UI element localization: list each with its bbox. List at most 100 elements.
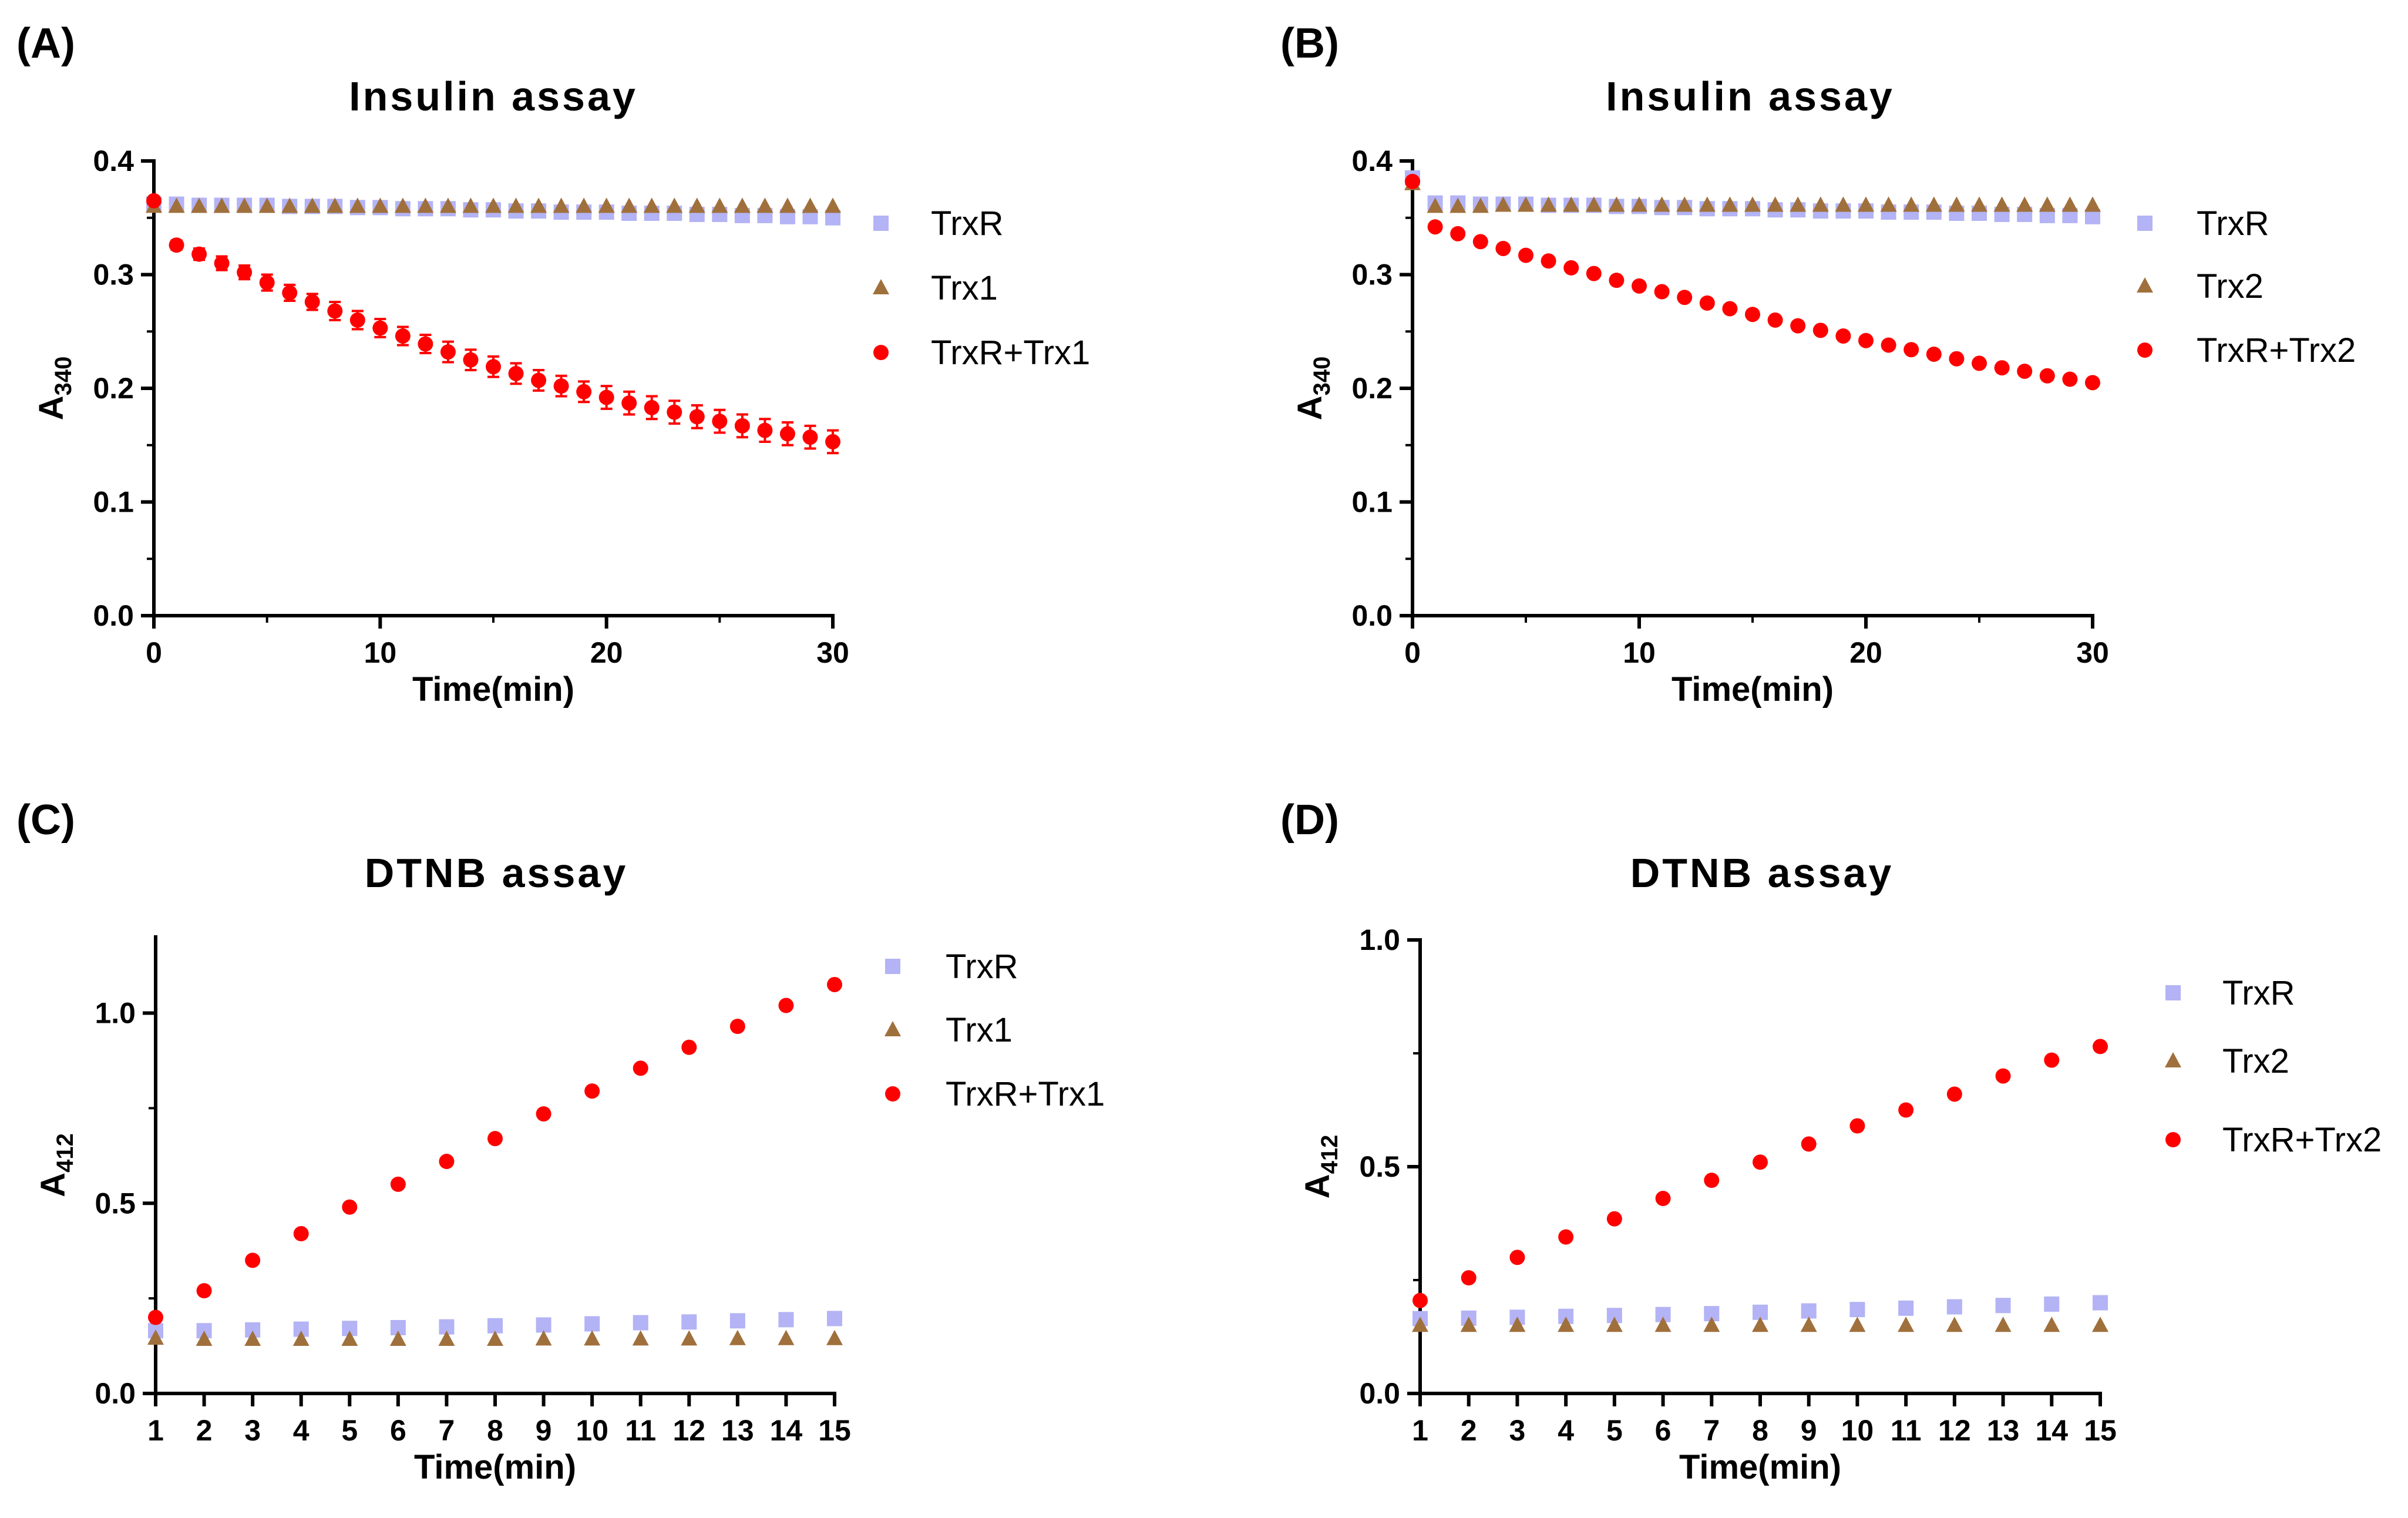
data-point <box>463 352 479 368</box>
data-point <box>598 389 614 405</box>
x-tick-label: 14 <box>2035 1414 2068 1447</box>
data-point <box>1745 307 1760 323</box>
panel-label: (D) <box>1280 797 1339 844</box>
y-tick-label: 0.4 <box>1351 145 1393 177</box>
data-point <box>535 1330 552 1346</box>
legend-marker <box>2165 985 2181 1000</box>
data-point <box>507 197 524 213</box>
data-point <box>1948 196 1965 212</box>
x-tick-label: 8 <box>1752 1414 1768 1447</box>
panel-b: (B) Insulin assay 0.0 0.1 0.2 0.3 0.4 0 10 20 30 Ti… <box>1280 20 2356 708</box>
data-point <box>778 998 794 1013</box>
x-tick-label: 15 <box>2084 1414 2117 1447</box>
data-point <box>1585 196 1602 212</box>
data-point <box>2092 1317 2108 1332</box>
data-point <box>827 976 842 992</box>
x-tick-label: 30 <box>2076 636 2109 669</box>
data-point <box>389 1331 406 1346</box>
data-point <box>1606 1317 1623 1332</box>
data-point <box>341 1331 358 1346</box>
data-point <box>1586 266 1602 281</box>
data-point <box>536 1317 551 1333</box>
data-point <box>1835 196 1852 212</box>
data-point <box>2043 1317 2060 1332</box>
data-point <box>147 1329 164 1345</box>
data-point <box>1653 196 1670 212</box>
data-point <box>1703 1317 1720 1332</box>
data-point <box>1800 1317 1817 1332</box>
data-point <box>1971 196 1987 212</box>
y-axis-title: A340 <box>32 357 76 421</box>
data-point <box>372 320 388 336</box>
data-point <box>1541 253 1556 269</box>
data-point <box>1995 1317 2012 1332</box>
data-point <box>666 197 683 213</box>
data-point <box>779 197 796 213</box>
data-point <box>802 197 819 213</box>
data-point <box>1676 196 1693 212</box>
data-point <box>1654 284 1670 300</box>
data-point <box>1898 1102 1914 1118</box>
y-tick-label: 0.5 <box>95 1187 136 1220</box>
chart-title: Insulin assay <box>349 73 638 119</box>
data-point <box>440 344 456 360</box>
data-point <box>1903 196 1920 212</box>
data-point <box>487 1331 503 1346</box>
data-point <box>214 256 230 271</box>
data-point <box>1946 1086 1962 1102</box>
data-point <box>259 275 275 291</box>
data-point <box>576 197 593 213</box>
data-point <box>1427 219 1443 235</box>
legend-label: TrxR <box>931 204 1003 243</box>
data-point <box>237 264 253 280</box>
data-point <box>779 426 795 442</box>
data-point <box>196 1331 213 1346</box>
legend-marker <box>2137 277 2153 293</box>
data-point <box>2044 1296 2060 1312</box>
data-point <box>1767 196 1784 212</box>
data-point <box>1558 1317 1575 1332</box>
data-point <box>757 422 773 438</box>
data-point <box>1722 301 1738 317</box>
data-point <box>1925 196 1942 212</box>
data-point <box>1801 1303 1817 1319</box>
x-tick-label: 20 <box>590 636 623 669</box>
data-point <box>304 197 321 213</box>
data-point <box>2062 371 2078 387</box>
data-point <box>349 312 365 328</box>
x-tick-label: 6 <box>1655 1414 1672 1447</box>
data-point <box>688 197 705 213</box>
data-point <box>734 418 750 434</box>
data-point <box>1972 355 1987 371</box>
x-tick-label: 9 <box>1801 1414 1817 1447</box>
data-point <box>1609 273 1625 288</box>
data-point <box>1563 196 1580 212</box>
x-tick-label: 10 <box>1841 1414 1874 1447</box>
x-axis-title: Time(min) <box>414 1448 576 1486</box>
data-point <box>1849 1317 1866 1332</box>
y-tick-label: 0.3 <box>1351 258 1393 291</box>
data-point <box>1880 196 1897 212</box>
y-axis-title: A412 <box>1299 1135 1343 1199</box>
data-point <box>1903 342 1919 358</box>
data-point <box>2044 1052 2060 1068</box>
data-point <box>349 197 366 213</box>
data-point <box>1752 1317 1768 1332</box>
y-axis-title-main: A <box>1291 395 1329 420</box>
data-point <box>553 378 569 394</box>
data-point <box>1812 323 1828 338</box>
legend-marker <box>873 345 889 360</box>
data-point <box>756 197 773 213</box>
data-point <box>1606 1211 1622 1227</box>
data-point <box>1563 260 1579 276</box>
data-point <box>681 1330 698 1346</box>
data-point <box>1461 1270 1477 1286</box>
series-trx1 <box>147 1329 843 1346</box>
data-point <box>621 395 637 411</box>
y-tick-label: 1.0 <box>1359 923 1400 956</box>
y-tick-label: 0.0 <box>93 599 134 632</box>
x-axis-title: Time(min) <box>1679 1448 1841 1486</box>
data-point <box>1949 351 1965 367</box>
data-point <box>304 294 320 310</box>
legend-label: TrxR <box>946 948 1018 986</box>
